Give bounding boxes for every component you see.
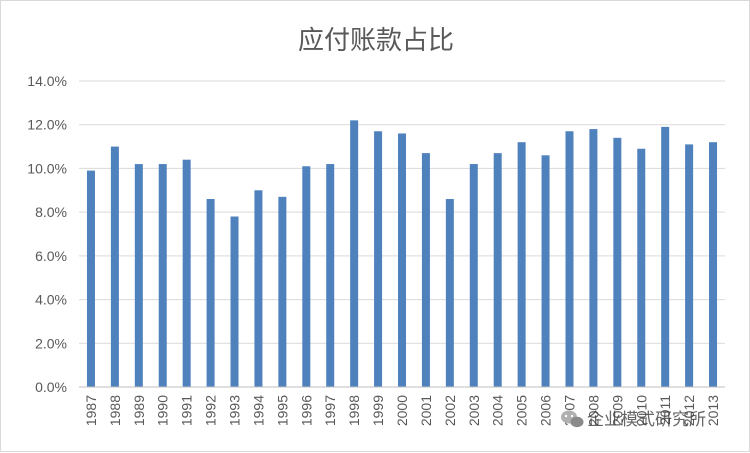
- bar-2011: [661, 126, 670, 388]
- x-tick-label: 2008: [585, 395, 601, 426]
- y-tick-label: 14.0%: [27, 73, 67, 89]
- x-tick-label: 1999: [370, 395, 386, 426]
- x-tick-label: 2002: [442, 395, 458, 426]
- x-tick-label: 2003: [466, 395, 482, 426]
- x-tick-label: 1996: [298, 395, 314, 426]
- bar-1994: [254, 190, 263, 387]
- bar-2009: [613, 137, 622, 387]
- x-tick-label: 1994: [250, 395, 266, 426]
- x-axis-ticks: 1987 1988 1989 1990 1991 1992 1993 1994 1995 1996…: [83, 395, 721, 426]
- bar-1991: [182, 159, 191, 387]
- y-tick-label: 4.0%: [35, 292, 67, 308]
- bar-2012: [685, 144, 694, 387]
- x-tick-label: 2001: [418, 395, 434, 426]
- x-tick-label: 2012: [681, 395, 697, 426]
- bar-1997: [326, 164, 335, 387]
- bar-1996: [302, 166, 311, 387]
- bar-2005: [517, 142, 526, 387]
- bar-1992: [206, 199, 215, 387]
- x-tick-label: 1998: [346, 395, 362, 426]
- wechat-icon: [561, 410, 584, 428]
- y-tick-label: 6.0%: [35, 248, 67, 264]
- bar-2000: [398, 133, 406, 387]
- x-tick-label: 1988: [107, 395, 123, 426]
- bar-2003: [469, 164, 478, 387]
- x-tick-label: 1987: [83, 395, 99, 426]
- x-tick-label: 2006: [538, 395, 554, 426]
- bar-1995: [278, 196, 287, 387]
- bars: [86, 120, 718, 388]
- x-tick-label: 2004: [490, 395, 506, 426]
- bar-2002: [445, 199, 454, 387]
- bar-1999: [374, 131, 383, 387]
- x-tick-label: 2005: [514, 395, 530, 426]
- y-tick-label: 10.0%: [27, 160, 67, 176]
- bar-1987: [86, 170, 95, 387]
- watermark: 企业模式研究所: [561, 410, 706, 430]
- bar-1988: [110, 146, 119, 387]
- x-tick-label: 1992: [203, 395, 219, 426]
- x-tick-label: 1989: [131, 395, 147, 426]
- bar-2007: [565, 131, 574, 387]
- y-tick-label: 8.0%: [35, 204, 67, 220]
- bar-2010: [637, 148, 646, 387]
- y-tick-label: 0.0%: [35, 379, 67, 395]
- bar-1990: [158, 164, 167, 387]
- y-tick-label: 2.0%: [35, 335, 67, 351]
- x-tick-label: 2013: [705, 395, 721, 426]
- x-tick-label: 2009: [609, 395, 625, 426]
- x-tick-label: 1995: [274, 395, 290, 426]
- watermark-text: 企业模式研究所: [587, 410, 706, 430]
- chart-title: 应付账款占比: [298, 26, 454, 56]
- x-tick-label: 1993: [227, 395, 243, 426]
- bar-2013: [709, 142, 718, 387]
- bar-1989: [134, 164, 143, 387]
- bar-2004: [493, 153, 502, 387]
- bar-2006: [541, 155, 550, 387]
- x-tick-label: 1990: [155, 395, 171, 426]
- x-tick-label: 2010: [633, 395, 649, 426]
- y-axis-ticks: 0.0% 2.0% 4.0% 6.0% 8.0% 10.0% 12.0% 14.0%: [27, 73, 67, 395]
- y-tick-label: 12.0%: [27, 117, 67, 133]
- bar-1993: [230, 216, 239, 387]
- bar-2008: [589, 129, 598, 388]
- x-tick-label: 2000: [394, 395, 410, 426]
- x-tick-label: 1997: [322, 395, 338, 426]
- bar-1998: [350, 120, 359, 387]
- bar-2001: [421, 153, 430, 387]
- x-tick-label: 2011: [657, 395, 673, 425]
- x-tick-label: 1991: [179, 395, 195, 426]
